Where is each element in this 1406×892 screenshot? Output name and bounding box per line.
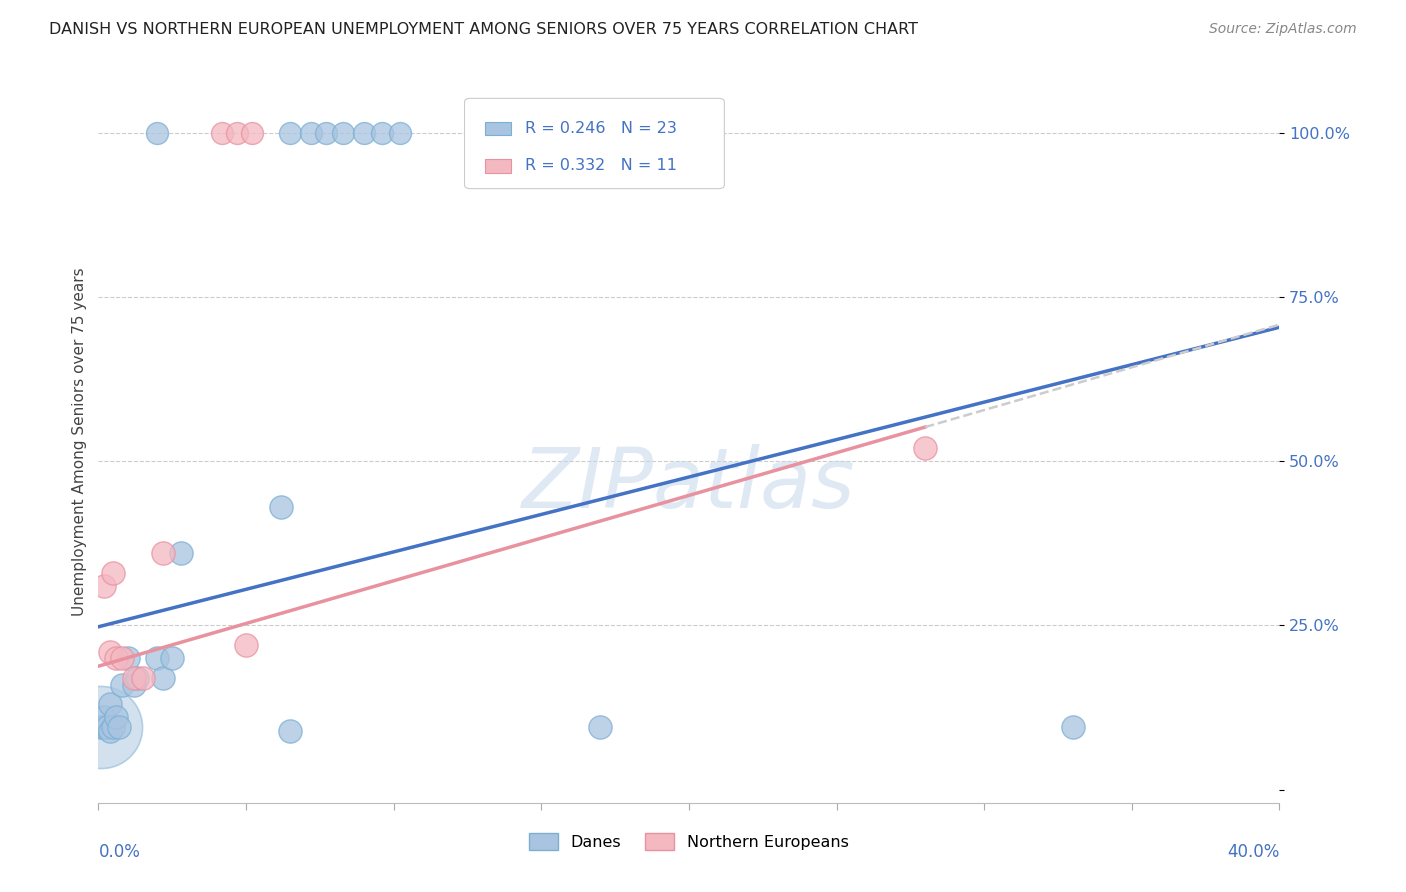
Point xyxy=(111,677,134,691)
Point xyxy=(93,710,115,724)
Point xyxy=(270,500,292,515)
Point xyxy=(152,671,174,685)
Point xyxy=(105,651,128,665)
Point xyxy=(132,671,155,685)
Legend: Danes, Northern Europeans: Danes, Northern Europeans xyxy=(523,827,855,856)
Point xyxy=(93,579,115,593)
Text: R = 0.246   N = 23: R = 0.246 N = 23 xyxy=(524,121,676,136)
Text: 0.0%: 0.0% xyxy=(98,843,141,861)
Point xyxy=(108,720,131,734)
Point xyxy=(388,126,411,140)
Point xyxy=(152,546,174,560)
Point xyxy=(315,126,337,140)
Text: DANISH VS NORTHERN EUROPEAN UNEMPLOYMENT AMONG SENIORS OVER 75 YEARS CORRELATION: DANISH VS NORTHERN EUROPEAN UNEMPLOYMENT… xyxy=(49,22,918,37)
Point xyxy=(235,638,257,652)
Point xyxy=(117,651,139,665)
Point xyxy=(240,126,263,140)
Point xyxy=(98,645,121,659)
Point xyxy=(589,720,612,734)
Point xyxy=(122,671,145,685)
Point xyxy=(90,720,112,734)
Point xyxy=(280,126,302,140)
Text: Source: ZipAtlas.com: Source: ZipAtlas.com xyxy=(1209,22,1357,37)
Point xyxy=(103,720,125,734)
Point xyxy=(122,677,145,691)
Y-axis label: Unemployment Among Seniors over 75 years: Unemployment Among Seniors over 75 years xyxy=(72,268,87,615)
FancyBboxPatch shape xyxy=(464,98,724,189)
FancyBboxPatch shape xyxy=(485,159,510,172)
Point xyxy=(226,126,249,140)
Point xyxy=(170,546,193,560)
Point xyxy=(353,126,375,140)
Point xyxy=(371,126,394,140)
Point xyxy=(146,126,169,140)
Point xyxy=(96,720,118,734)
Point xyxy=(125,671,148,685)
Point xyxy=(299,126,322,140)
Point xyxy=(98,723,121,738)
FancyBboxPatch shape xyxy=(485,121,510,136)
Point xyxy=(146,651,169,665)
Point xyxy=(332,126,354,140)
Point xyxy=(111,651,134,665)
Point xyxy=(105,710,128,724)
Text: 40.0%: 40.0% xyxy=(1227,843,1279,861)
Point xyxy=(280,723,302,738)
Point xyxy=(211,126,233,140)
Point xyxy=(914,441,936,455)
Point xyxy=(103,566,125,580)
Text: ZIPatlas: ZIPatlas xyxy=(522,444,856,525)
Point xyxy=(98,698,121,712)
Point xyxy=(1062,720,1084,734)
Point xyxy=(162,651,183,665)
Point xyxy=(93,720,115,734)
Point xyxy=(90,720,112,734)
Text: R = 0.332   N = 11: R = 0.332 N = 11 xyxy=(524,158,676,173)
